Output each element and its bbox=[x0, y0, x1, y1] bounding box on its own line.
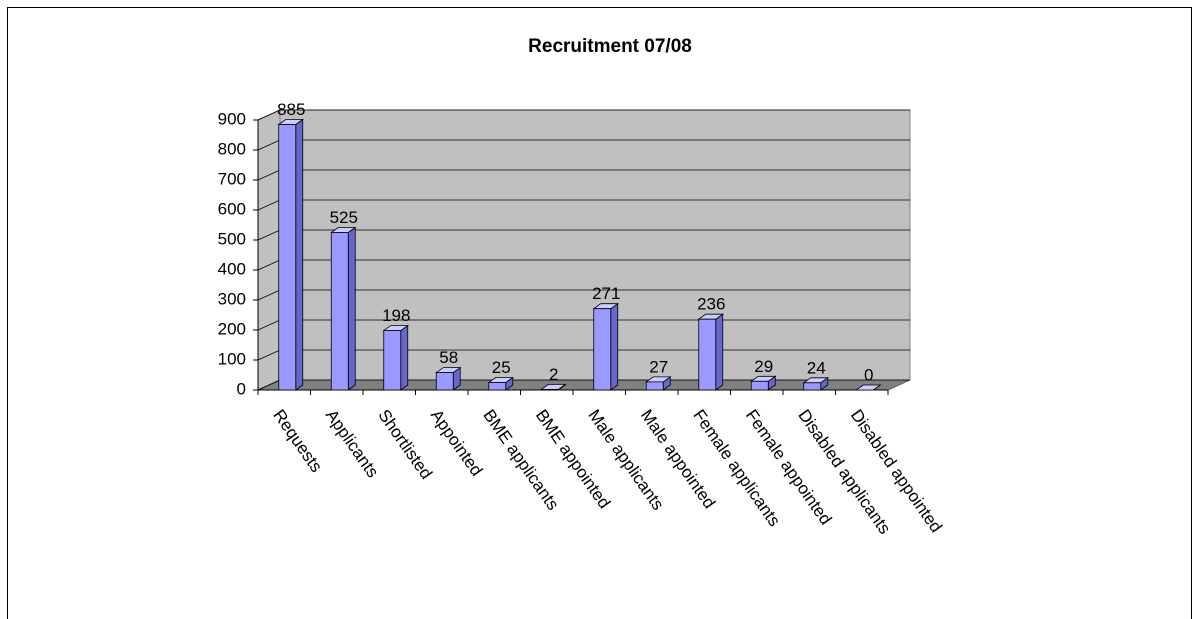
bar-front bbox=[593, 308, 612, 391]
data-label: 58 bbox=[439, 348, 458, 367]
y-tick-label: 0 bbox=[237, 379, 246, 398]
data-label: 271 bbox=[592, 284, 620, 303]
y-tick-label: 600 bbox=[218, 199, 246, 218]
bar bbox=[855, 384, 882, 391]
bar-top bbox=[855, 384, 882, 391]
data-label: 236 bbox=[697, 295, 725, 314]
grid-line bbox=[257, 109, 910, 121]
bar bbox=[330, 226, 357, 391]
y-tick-label: 100 bbox=[218, 349, 246, 368]
y-tick-label: 300 bbox=[218, 289, 246, 308]
bar-front bbox=[750, 380, 769, 391]
data-label: 2 bbox=[549, 365, 558, 384]
data-label: 0 bbox=[864, 365, 873, 384]
y-tick-label: 500 bbox=[218, 229, 246, 248]
y-tick-label: 200 bbox=[218, 319, 246, 338]
bar bbox=[277, 118, 304, 391]
bar-side bbox=[347, 226, 356, 391]
bar-front bbox=[278, 124, 297, 391]
bar-front bbox=[435, 372, 454, 391]
y-tick-label: 400 bbox=[218, 259, 246, 278]
bar-side bbox=[610, 302, 619, 391]
bar bbox=[697, 313, 724, 391]
bar bbox=[750, 375, 777, 391]
bar-front bbox=[645, 381, 664, 391]
chart-title: Recruitment 07/08 bbox=[528, 36, 692, 57]
bar-front bbox=[803, 382, 822, 391]
data-label: 29 bbox=[754, 357, 773, 376]
bar bbox=[382, 324, 409, 391]
y-tick-label: 700 bbox=[218, 169, 246, 188]
bar bbox=[645, 376, 672, 391]
bar-side bbox=[400, 324, 409, 391]
side-wall bbox=[257, 109, 281, 391]
bar bbox=[802, 377, 829, 391]
bar bbox=[592, 302, 619, 391]
bar-front bbox=[383, 330, 402, 391]
y-tick-label: 800 bbox=[218, 139, 246, 158]
bar bbox=[487, 376, 514, 391]
bar-front bbox=[488, 382, 507, 391]
data-label: 198 bbox=[382, 306, 410, 325]
bar-front bbox=[540, 388, 559, 391]
bar bbox=[540, 383, 567, 391]
y-tick-label: 900 bbox=[218, 109, 246, 128]
bar-side bbox=[295, 118, 304, 391]
bar bbox=[435, 366, 462, 391]
bar-front bbox=[330, 232, 349, 391]
data-label: 885 bbox=[277, 100, 305, 119]
data-label: 25 bbox=[492, 358, 511, 377]
data-label: 525 bbox=[330, 208, 358, 227]
bar-side bbox=[715, 313, 724, 391]
data-label: 27 bbox=[649, 357, 668, 376]
data-label: 24 bbox=[807, 358, 826, 377]
bar-front bbox=[698, 318, 717, 391]
